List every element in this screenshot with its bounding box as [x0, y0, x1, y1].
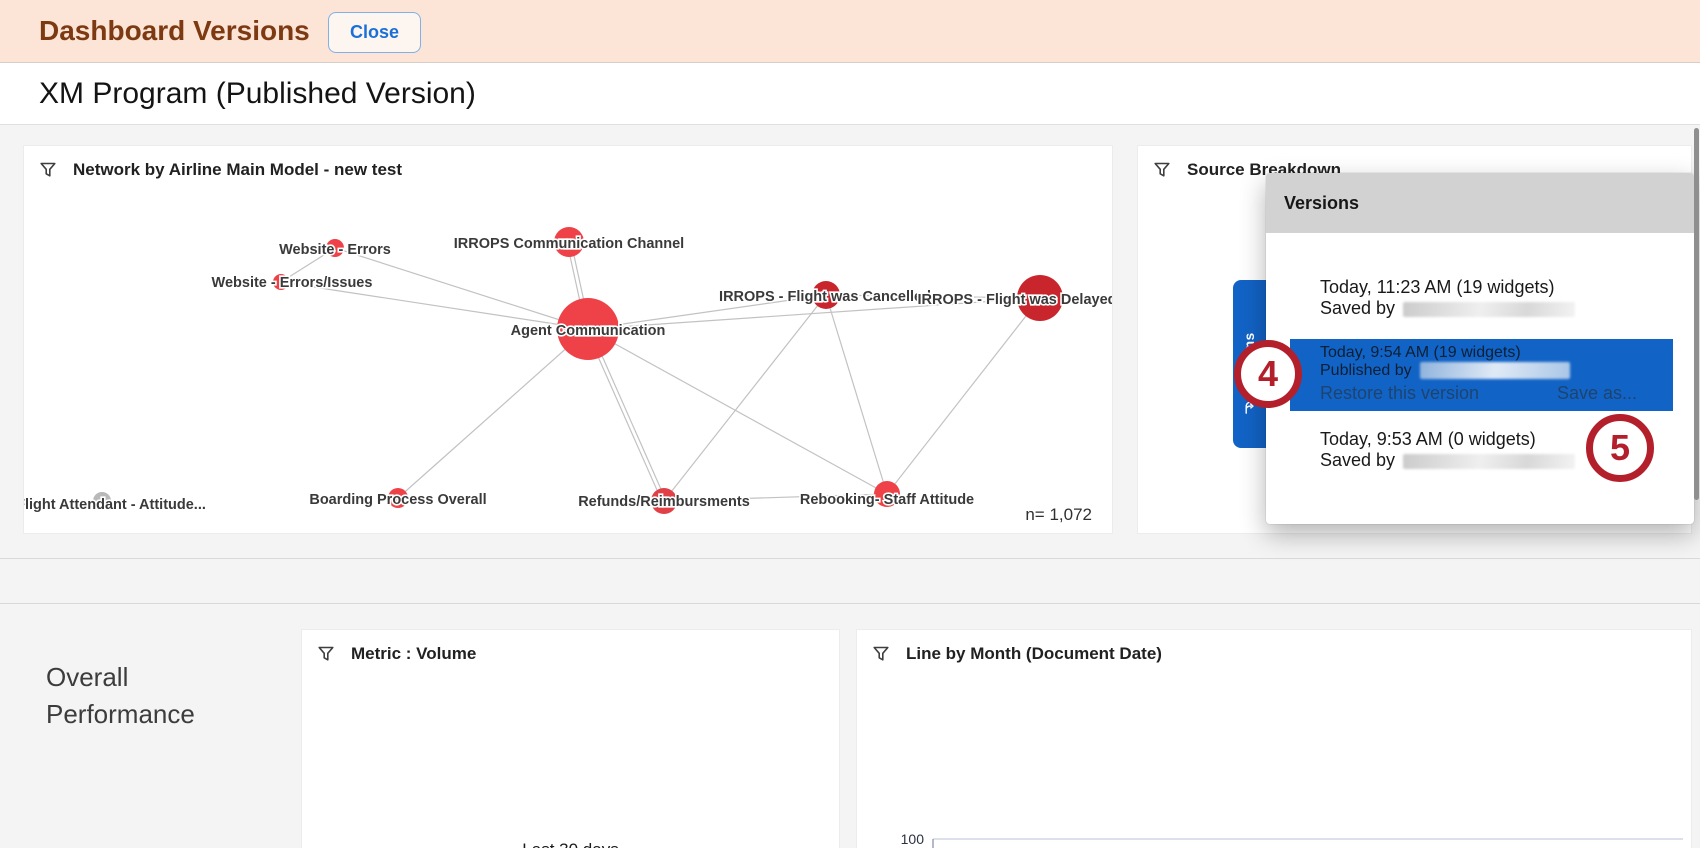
top-bar: Dashboard Versions Close: [0, 0, 1700, 63]
network-edge: [663, 493, 888, 502]
network-edge: [334, 247, 589, 330]
redacted-author-name: [1419, 362, 1570, 380]
network-edge: [280, 247, 336, 283]
close-button[interactable]: Close: [328, 12, 422, 53]
line-widget-header: Line by Month (Document Date): [871, 644, 1162, 664]
version-entry[interactable]: Today, 9:53 AM (0 widgets) Saved by: [1320, 429, 1576, 471]
filter-funnel-icon[interactable]: [38, 160, 58, 180]
network-node-irrops-flight-cancelled[interactable]: [812, 281, 840, 309]
network-node-flight-attendant-attitude[interactable]: [93, 492, 111, 510]
line-chart-widget: Line by Month (Document Date) 5075100 Vo…: [856, 629, 1692, 848]
network-node-label: Website - Errors/Issues: [212, 275, 373, 291]
overall-performance-label: Overall Performance: [46, 659, 195, 733]
network-edge: [585, 329, 663, 503]
metric-widget: Metric : Volume Last 30 days 149 ▲12: [301, 629, 840, 848]
annotation-circle-5: 5: [1586, 414, 1654, 482]
metric-period: Last 30 days: [302, 840, 839, 848]
filter-funnel-icon[interactable]: [1152, 160, 1172, 180]
network-node-label: Flight Attendant - Attitude...: [24, 497, 206, 513]
vertical-scrollbar-thumb[interactable]: [1694, 128, 1699, 500]
network-edge: [587, 294, 827, 330]
network-node-label: IRROPS - Flight was Cancelled: [719, 289, 931, 305]
network-node-label: IRROPS - Flight was Delayed: [917, 292, 1112, 308]
metric-widget-header: Metric : Volume: [316, 644, 476, 664]
network-node-label: Boarding Process Overall: [309, 492, 486, 508]
network-widget: Network by Airline Main Model - new test…: [23, 145, 1113, 534]
version-entry-selected[interactable]: Today, 9:54 AM (19 widgets) Published by…: [1290, 339, 1673, 411]
version-entry-author: Published by: [1320, 362, 1412, 379]
network-edge: [825, 294, 1041, 299]
network-node-irrops-communication-channel[interactable]: [554, 227, 584, 257]
filter-funnel-icon[interactable]: [316, 644, 336, 664]
version-entry-timestamp: Today, 9:53 AM (0 widgets): [1320, 429, 1536, 449]
page-title: XM Program (Published Version): [39, 76, 476, 110]
top-bar-title: Dashboard Versions: [39, 15, 310, 46]
restore-this-version-link[interactable]: Restore this version: [1320, 383, 1480, 403]
network-node-irrops-flight-delayed[interactable]: [1017, 275, 1063, 321]
network-node-boarding-process-overall[interactable]: [388, 488, 408, 508]
network-widget-header: Network by Airline Main Model - new test: [38, 160, 402, 180]
network-edge: [886, 297, 1041, 495]
version-entry-author: Saved by: [1320, 298, 1396, 318]
network-sample-size: n= 1,072: [1025, 505, 1092, 524]
version-entry-timestamp: Today, 11:23 AM (19 widgets): [1320, 277, 1555, 297]
network-node-rebooking-staff-attitude[interactable]: [874, 481, 900, 507]
network-node-label: Website - Errors: [279, 242, 391, 258]
redacted-author-name: [1403, 453, 1576, 469]
network-node-label: IRROPS Communication Channel: [454, 236, 684, 252]
line-widget-title: Line by Month (Document Date): [906, 644, 1162, 663]
metric-widget-title: Metric : Volume: [351, 644, 477, 663]
network-graph: Website - Errors Website - Errors/Issues I…: [24, 227, 1112, 515]
annotation-circle-4: 4: [1234, 340, 1302, 408]
line-chart: 5075100: [901, 831, 1683, 848]
filter-funnel-icon[interactable]: [871, 644, 891, 664]
network-edge: [663, 294, 827, 502]
overall-performance-line1: Overall: [46, 662, 129, 692]
y-tick-label: 100: [901, 831, 925, 847]
network-node-agent-communication[interactable]: [557, 298, 619, 360]
version-entry-timestamp: Today, 9:54 AM (19 widgets): [1320, 344, 1521, 361]
versions-popup-header: Versions: [1266, 173, 1694, 233]
version-entry-author: Saved by: [1320, 450, 1396, 470]
versions-popup: Versions Today, 11:23 AM (19 widgets) Sa…: [1266, 173, 1694, 524]
network-node-label: Refunds/Reimbursments: [578, 494, 750, 510]
network-node-website-errors-issues[interactable]: [273, 274, 289, 290]
section-divider: [0, 603, 1700, 604]
network-edge: [397, 328, 589, 499]
overall-performance-line2: Performance: [46, 699, 195, 729]
network-node-website-errors[interactable]: [326, 239, 344, 257]
versions-popup-title: Versions: [1284, 192, 1360, 213]
redacted-author-name: [1403, 301, 1576, 317]
network-node-refunds-reimbursments[interactable]: [651, 488, 677, 514]
network-edge: [589, 327, 667, 501]
metric-body: Last 30 days 149 ▲12: [302, 840, 839, 848]
network-edge: [587, 328, 888, 495]
page-title-band: XM Program (Published Version): [0, 63, 1700, 125]
network-edge: [825, 294, 888, 495]
network-edge: [280, 281, 589, 330]
version-entry[interactable]: Today, 11:23 AM (19 widgets) Saved by: [1320, 277, 1576, 319]
network-widget-title: Network by Airline Main Model - new test: [73, 160, 403, 179]
network-node-label: Agent Communication: [511, 323, 666, 339]
network-node-label: Rebooking- Staff Attitude: [800, 492, 974, 508]
network-edge: [587, 297, 1041, 330]
save-as-link[interactable]: Save as...: [1556, 383, 1637, 403]
section-divider: [0, 558, 1700, 559]
